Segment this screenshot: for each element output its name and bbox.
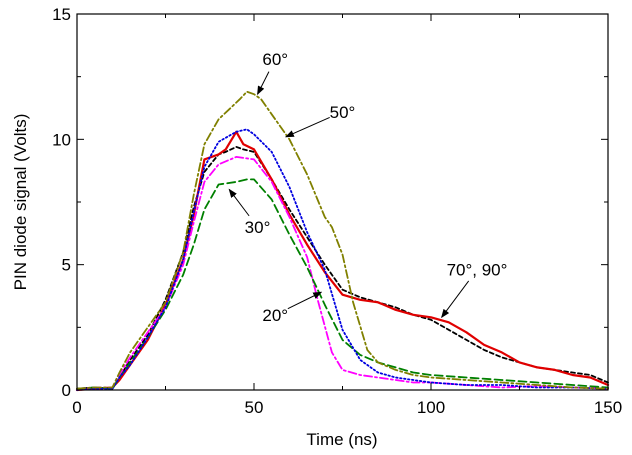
series-line-50 <box>76 128 609 391</box>
annotation-arrow <box>228 188 250 217</box>
x-tick-label: 0 <box>72 398 81 417</box>
y-tick-label: 10 <box>52 130 71 149</box>
series-line-70-90 <box>76 145 609 390</box>
y-axis-label: PIN diode signal (Volts) <box>11 114 30 291</box>
series-line-30 <box>76 178 609 390</box>
series-line-60 <box>76 90 609 390</box>
annotation-label: 70°, 90° <box>447 261 508 280</box>
x-tick-label: 50 <box>245 398 264 417</box>
annotation-arrow <box>257 71 270 96</box>
y-tick-label: 5 <box>62 256 71 275</box>
y-tick-label: 15 <box>52 5 71 24</box>
annotation-arrow <box>441 280 470 319</box>
annotation-arrow <box>284 116 330 138</box>
annotation-layer: 60° 50° 30° 20° 70°, 90° <box>228 50 508 325</box>
annotation-label: 60° <box>262 50 288 69</box>
x-tick-label: 100 <box>417 398 445 417</box>
y-tick-label: 0 <box>62 381 71 400</box>
axis-layer: 0 50 100 150 0 5 10 15 <box>52 5 622 417</box>
series-line-70-90b <box>75 130 610 392</box>
x-tick-label: 150 <box>594 398 622 417</box>
annotation-arrow <box>287 291 323 310</box>
x-axis-label: Time (ns) <box>306 430 377 449</box>
series-line-20 <box>76 155 609 390</box>
series-layer <box>75 90 610 392</box>
annotation-label: 20° <box>262 306 288 325</box>
plot-frame <box>76 13 609 391</box>
annotation-label: 50° <box>330 103 356 122</box>
annotation-label: 30° <box>245 218 271 237</box>
